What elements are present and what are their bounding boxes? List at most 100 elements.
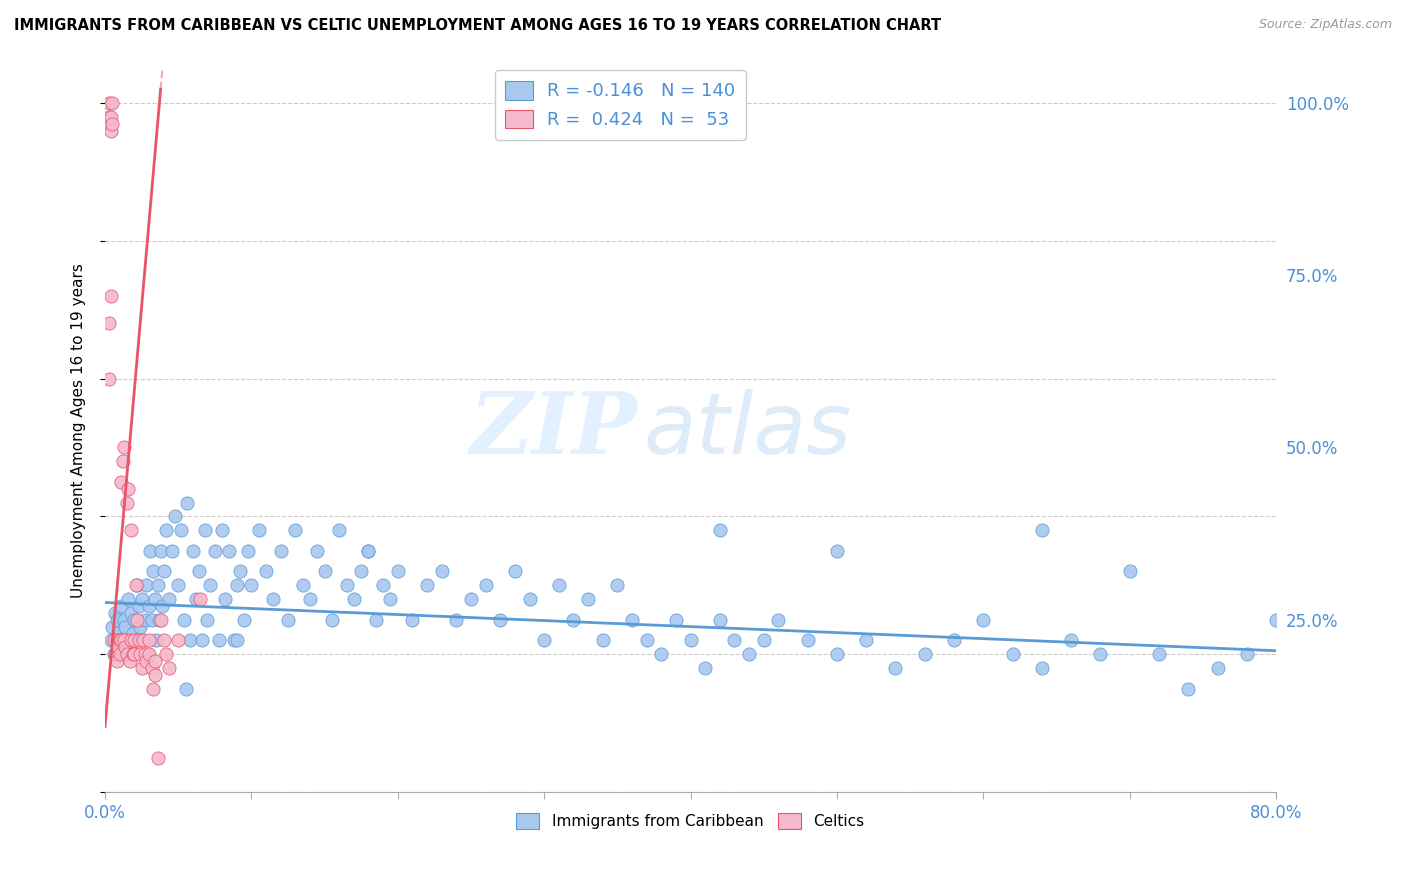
Point	[125, 578, 148, 592]
Point	[401, 613, 423, 627]
Point	[157, 661, 180, 675]
Point	[519, 592, 541, 607]
Point	[145, 633, 167, 648]
Point	[132, 633, 155, 648]
Point	[284, 523, 307, 537]
Point	[592, 633, 614, 648]
Point	[489, 613, 512, 627]
Point	[211, 523, 233, 537]
Point	[98, 110, 121, 124]
Point	[121, 626, 143, 640]
Point	[321, 613, 343, 627]
Point	[1118, 565, 1140, 579]
Point	[152, 633, 174, 648]
Point	[695, 661, 717, 675]
Point	[141, 613, 163, 627]
Point	[112, 441, 135, 455]
Point	[855, 633, 877, 648]
Point	[387, 565, 409, 579]
Point	[1309, 647, 1331, 661]
Point	[155, 647, 177, 661]
Point	[187, 565, 209, 579]
Point	[121, 647, 143, 661]
Point	[104, 606, 127, 620]
Point	[115, 495, 138, 509]
Point	[738, 647, 761, 661]
Point	[98, 317, 121, 331]
Point	[132, 633, 155, 648]
Point	[247, 523, 270, 537]
Point	[131, 661, 153, 675]
Point	[270, 544, 292, 558]
Point	[152, 565, 174, 579]
Point	[167, 633, 190, 648]
Point	[200, 578, 222, 592]
Point	[197, 613, 219, 627]
Point	[120, 606, 142, 620]
Point	[138, 599, 160, 613]
Point	[825, 544, 848, 558]
Point	[208, 633, 231, 648]
Point	[148, 613, 170, 627]
Point	[103, 633, 125, 648]
Point	[120, 633, 142, 648]
Point	[291, 578, 314, 592]
Point	[125, 633, 148, 648]
Point	[825, 647, 848, 661]
Point	[104, 647, 127, 661]
Point	[142, 681, 165, 696]
Point	[620, 613, 643, 627]
Point	[314, 565, 336, 579]
Point	[112, 633, 135, 648]
Point	[114, 640, 136, 655]
Point	[943, 633, 966, 648]
Point	[118, 640, 141, 655]
Point	[214, 592, 236, 607]
Point	[446, 613, 468, 627]
Point	[138, 647, 160, 661]
Point	[277, 613, 299, 627]
Point	[122, 633, 145, 648]
Point	[562, 613, 585, 627]
Point	[650, 647, 672, 661]
Point	[136, 647, 159, 661]
Point	[122, 613, 145, 627]
Point	[335, 578, 357, 592]
Point	[103, 647, 125, 661]
Point	[474, 578, 496, 592]
Point	[108, 633, 131, 648]
Text: atlas: atlas	[644, 389, 852, 472]
Point	[179, 633, 201, 648]
Point	[146, 750, 169, 764]
Point	[225, 578, 247, 592]
Point	[100, 123, 122, 137]
Point	[796, 633, 818, 648]
Point	[380, 592, 402, 607]
Point	[307, 544, 329, 558]
Point	[228, 565, 250, 579]
Point	[143, 592, 166, 607]
Point	[155, 523, 177, 537]
Point	[128, 633, 150, 648]
Point	[238, 544, 260, 558]
Point	[117, 592, 139, 607]
Point	[111, 454, 134, 468]
Point	[204, 544, 226, 558]
Point	[98, 371, 121, 385]
Point	[135, 654, 157, 668]
Point	[364, 613, 387, 627]
Point	[1060, 633, 1083, 648]
Point	[143, 654, 166, 668]
Point	[460, 592, 482, 607]
Point	[127, 578, 149, 592]
Point	[371, 578, 394, 592]
Point	[110, 475, 132, 489]
Point	[1236, 647, 1258, 661]
Point	[343, 592, 366, 607]
Point	[108, 633, 131, 648]
Y-axis label: Unemployment Among Ages 16 to 19 years: Unemployment Among Ages 16 to 19 years	[72, 263, 86, 598]
Point	[120, 523, 142, 537]
Point	[98, 95, 121, 110]
Point	[914, 647, 936, 661]
Point	[165, 509, 187, 524]
